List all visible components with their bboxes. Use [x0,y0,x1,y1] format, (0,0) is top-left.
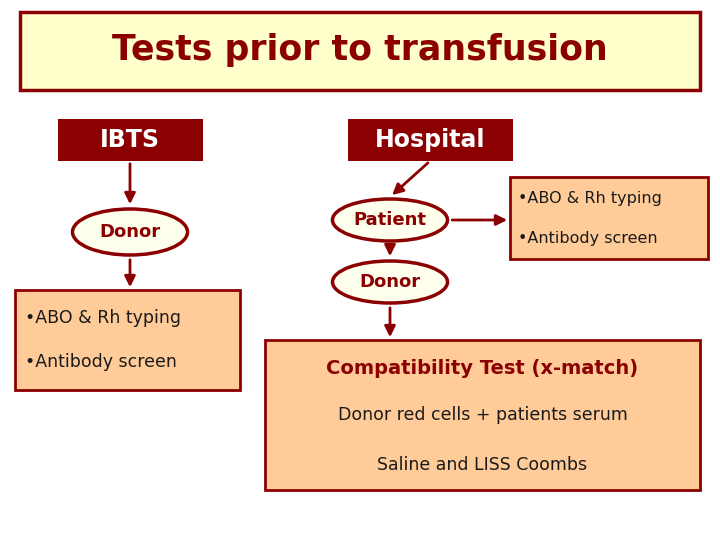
Text: •Antibody screen: •Antibody screen [25,353,177,371]
Ellipse shape [73,209,187,255]
Text: •ABO & Rh typing: •ABO & Rh typing [25,309,181,327]
Text: Compatibility Test (x-match): Compatibility Test (x-match) [326,359,639,377]
Text: Patient: Patient [354,211,426,229]
FancyBboxPatch shape [265,340,700,490]
FancyBboxPatch shape [510,177,708,259]
FancyBboxPatch shape [348,119,513,161]
Ellipse shape [333,199,448,241]
Text: •Antibody screen: •Antibody screen [518,232,657,246]
FancyBboxPatch shape [20,12,700,90]
Text: Tests prior to transfusion: Tests prior to transfusion [112,33,608,67]
Text: Hospital: Hospital [374,128,485,152]
Text: Donor: Donor [359,273,420,291]
Ellipse shape [333,261,448,303]
Text: Donor red cells + patients serum: Donor red cells + patients serum [338,406,627,424]
Text: IBTS: IBTS [100,128,160,152]
Text: •ABO & Rh typing: •ABO & Rh typing [518,192,662,206]
Text: Saline and LISS Coombs: Saline and LISS Coombs [377,456,588,474]
Text: Donor: Donor [99,223,161,241]
FancyBboxPatch shape [58,119,202,161]
FancyBboxPatch shape [15,290,240,390]
